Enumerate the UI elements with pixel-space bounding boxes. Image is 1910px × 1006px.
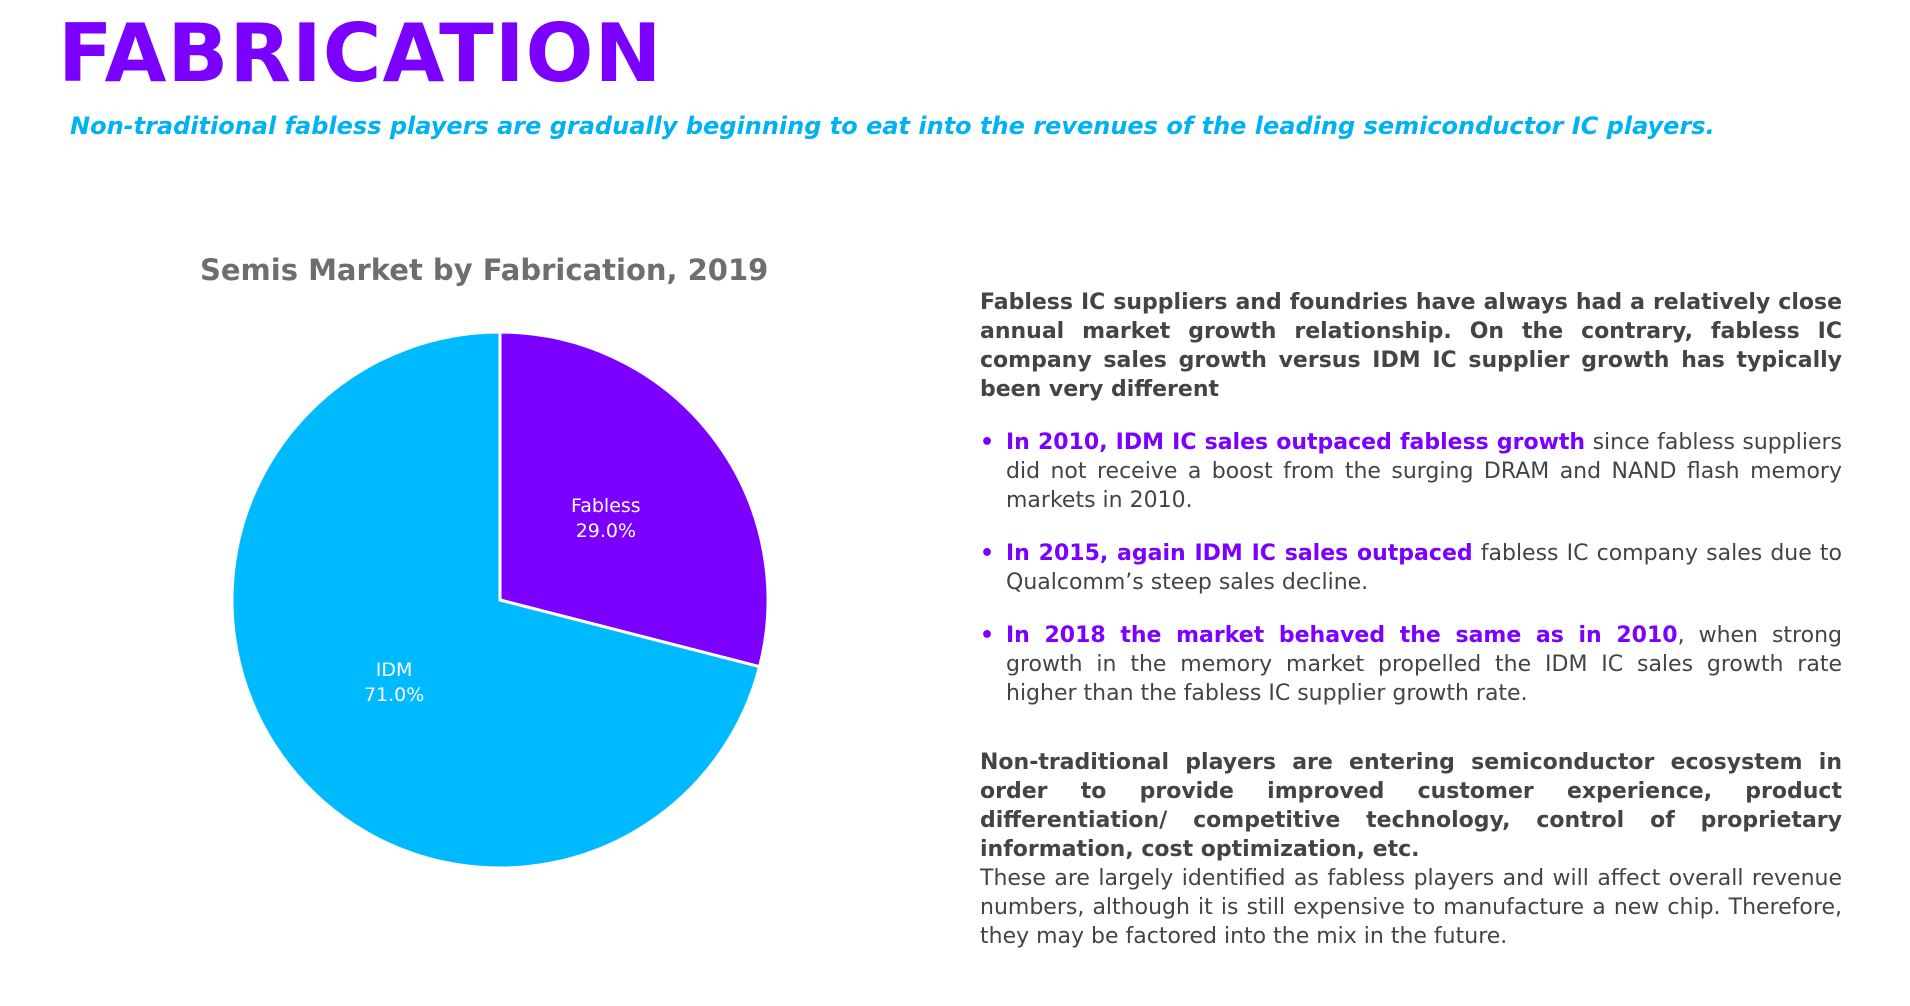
page-title: FABRICATION bbox=[58, 7, 663, 100]
bullet-text: , when strong growth in the memory marke… bbox=[1006, 623, 1842, 706]
page-subtitle: Non-traditional fabless players are grad… bbox=[70, 112, 1715, 140]
bullet-item: • In 2018 the market behaved the same as… bbox=[980, 621, 1842, 708]
closing-paragraph: These are largely identified as fabless … bbox=[980, 866, 1842, 949]
bullet-text: since fabless suppliers did not receive … bbox=[1006, 430, 1842, 513]
bullet-highlight: In 2018 the market behaved the same as i… bbox=[1006, 623, 1678, 648]
bullet-highlight: In 2010, IDM IC sales outpaced fabless g… bbox=[1006, 430, 1586, 455]
pie-value-fabless: 29.0% bbox=[576, 520, 636, 542]
pie-slice-fabless bbox=[498, 330, 770, 669]
bullet-text: fabless IC company sales due to Qualcomm… bbox=[1006, 541, 1842, 595]
pie-slice-idm bbox=[230, 330, 762, 870]
bullet-dot-icon: • bbox=[980, 541, 995, 566]
bullet-list: • In 2010, IDM IC sales outpaced fabless… bbox=[980, 428, 1842, 708]
closing-bold-paragraph: Non-traditional players are entering sem… bbox=[980, 750, 1842, 862]
chart-title: Semis Market by Fabrication, 2019 bbox=[200, 253, 769, 287]
intro-paragraph: Fabless IC suppliers and foundries have … bbox=[980, 290, 1842, 402]
pie-label-fabless: Fabless bbox=[571, 495, 641, 517]
bullet-highlight: In 2015, again IDM IC sales outpaced bbox=[1006, 541, 1473, 566]
bullet-dot-icon: • bbox=[980, 430, 995, 455]
commentary-panel: Fabless IC suppliers and foundries have … bbox=[980, 288, 1842, 951]
pie-label-idm: IDM bbox=[376, 659, 413, 681]
pie-value-idm: 71.0% bbox=[364, 684, 424, 706]
bullet-item: • In 2010, IDM IC sales outpaced fabless… bbox=[980, 428, 1842, 515]
pie-chart: Fabless 29.0% IDM 71.0% bbox=[230, 330, 770, 870]
bullet-item: • In 2015, again IDM IC sales outpaced f… bbox=[980, 539, 1842, 597]
bullet-dot-icon: • bbox=[980, 623, 995, 648]
